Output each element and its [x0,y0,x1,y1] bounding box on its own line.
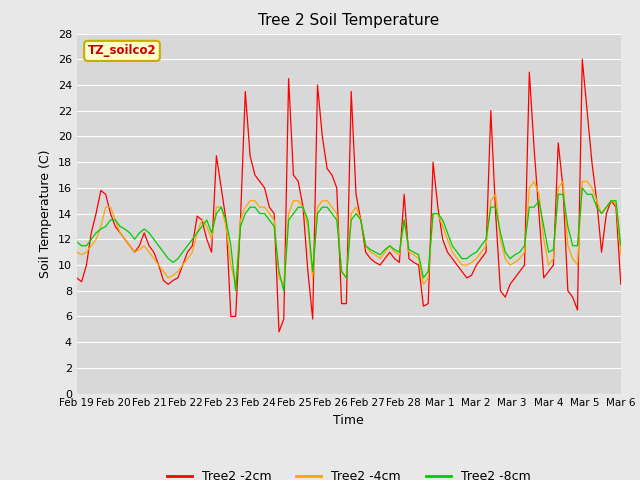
Text: TZ_soilco2: TZ_soilco2 [88,44,156,58]
X-axis label: Time: Time [333,414,364,427]
Y-axis label: Soil Temperature (C): Soil Temperature (C) [39,149,52,278]
Title: Tree 2 Soil Temperature: Tree 2 Soil Temperature [258,13,440,28]
Legend: Tree2 -2cm, Tree2 -4cm, Tree2 -8cm: Tree2 -2cm, Tree2 -4cm, Tree2 -8cm [162,465,536,480]
